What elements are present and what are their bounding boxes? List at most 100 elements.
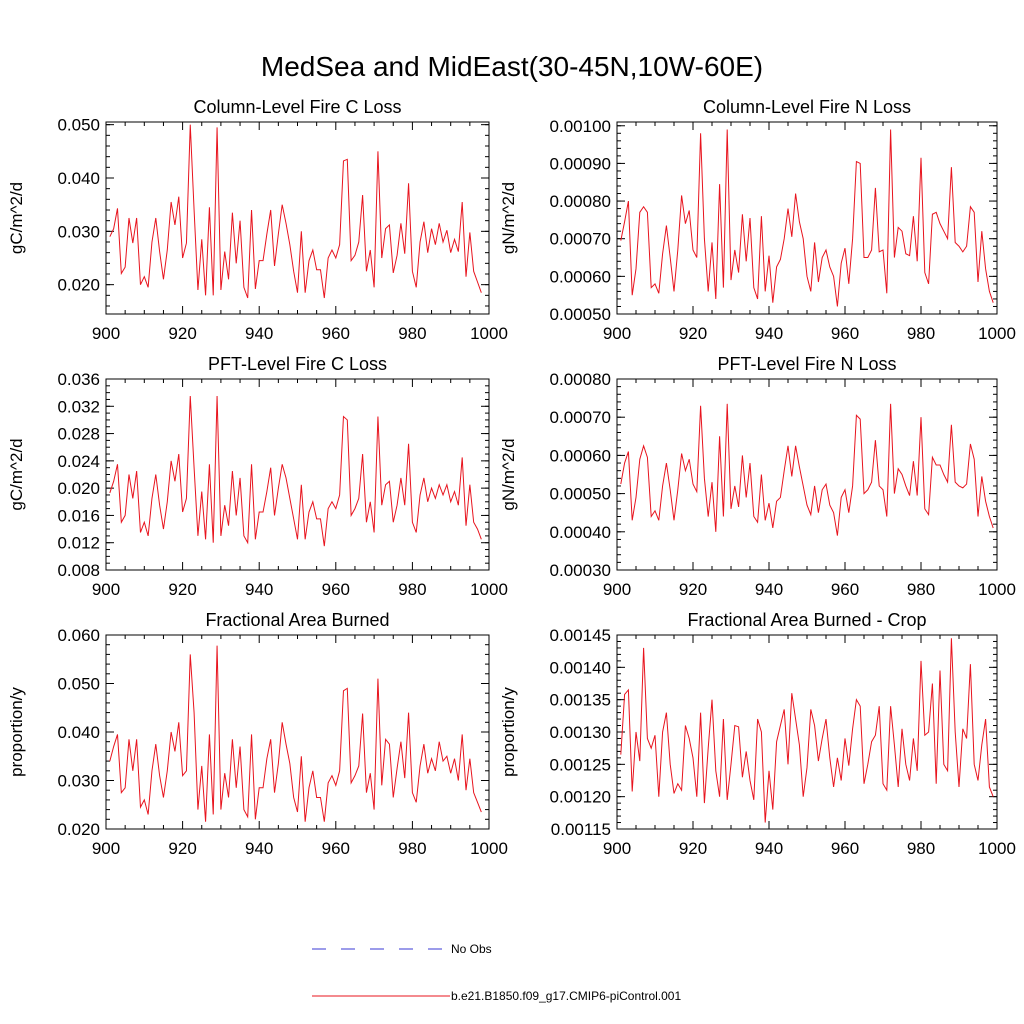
y-tick-label: 0.030 [57,772,100,791]
series-line [109,645,482,822]
series-line [109,124,482,299]
series-line [620,638,994,823]
series-line [620,403,994,536]
y-tick-label: 0.032 [57,397,100,416]
series-line [109,396,482,547]
y-tick-label: 0.040 [57,723,100,742]
y-axis-label: gN/m^2/d [499,438,518,510]
x-tick-label: 900 [603,580,631,599]
y-tick-label: 0.00080 [550,370,611,389]
panel-title: Fractional Area Burned [205,610,389,630]
y-tick-label: 0.00070 [550,408,611,427]
x-tick-label: 900 [603,324,631,343]
x-tick-label: 980 [398,580,426,599]
y-axis-label: proportion/y [7,687,26,777]
y-tick-label: 0.00140 [550,658,611,677]
x-tick-label: 980 [907,580,935,599]
x-tick-label: 980 [398,839,426,858]
y-tick-label: 0.050 [57,675,100,694]
x-tick-label: 1000 [978,839,1016,858]
y-tick-label: 0.020 [57,479,100,498]
y-tick-label: 0.024 [57,452,100,471]
panel-title: Column-Level Fire C Loss [193,97,401,117]
x-tick-label: 920 [168,324,196,343]
y-axis-label: gC/m^2/d [7,182,26,254]
x-tick-label: 900 [603,839,631,858]
y-tick-label: 0.012 [57,534,100,553]
panel-2: 900 920 940 960 980 1000 0.00050 0.00060 0.00070… [499,97,1016,343]
legend-item-run: b.e21.B1850.f09_g17.CMIP6-piControl.001 [312,989,681,1003]
y-tick-label: 0.00100 [550,117,611,136]
panels: 900 920 940 960 980 1000 0.020 0.030 0.040 0.050 g… [7,97,1016,858]
x-tick-label: 1000 [470,580,508,599]
plot-frame [105,378,490,571]
x-tick-label: 900 [92,580,120,599]
panel-3: 900 920 940 960 980 1000 0.008 0.012 0.016 0.020 0… [7,354,508,599]
y-tick-label: 0.028 [57,425,100,444]
y-tick-label: 0.016 [57,506,100,525]
series-line [620,129,994,307]
legend-label-no-obs: No Obs [451,942,492,956]
x-tick-label: 1000 [470,324,508,343]
x-tick-label: 920 [679,839,707,858]
panel-5: 900 920 940 960 980 1000 0.020 0.030 0.040 0.050 0… [7,610,508,858]
x-tick-label: 940 [245,839,273,858]
y-tick-label: 0.00090 [550,154,611,173]
panel-title: PFT-Level Fire C Loss [208,354,387,374]
x-tick-label: 940 [755,580,783,599]
panel-title: Column-Level Fire N Loss [703,97,911,117]
x-tick-label: 980 [398,324,426,343]
x-tick-label: 920 [168,839,196,858]
plot-frame [616,121,998,315]
x-tick-label: 980 [907,324,935,343]
y-tick-label: 0.036 [57,370,100,389]
x-tick-label: 960 [831,324,859,343]
y-tick-label: 0.00050 [550,485,611,504]
y-tick-label: 0.030 [57,222,100,241]
y-tick-label: 0.020 [57,820,100,839]
x-tick-label: 960 [831,580,859,599]
x-tick-label: 1000 [978,580,1016,599]
panel-title: Fractional Area Burned - Crop [687,610,926,630]
x-tick-label: 960 [322,324,350,343]
y-tick-label: 0.00080 [550,192,611,211]
plot-frame [616,378,998,571]
plot-frame [616,634,998,830]
y-axis-label: gC/m^2/d [7,438,26,510]
y-tick-label: 0.008 [57,561,100,580]
x-tick-label: 920 [168,580,196,599]
y-tick-label: 0.060 [57,626,100,645]
x-tick-label: 960 [322,839,350,858]
x-tick-label: 1000 [978,324,1016,343]
y-tick-label: 0.00050 [550,305,611,324]
legend-label-run: b.e21.B1850.f09_g17.CMIP6-piControl.001 [451,989,681,1003]
x-tick-label: 900 [92,839,120,858]
y-tick-label: 0.00125 [550,755,611,774]
legend: No Obs b.e21.B1850.f09_g17.CMIP6-piContr… [312,942,681,1003]
plot-frame [105,634,490,830]
x-tick-label: 920 [679,324,707,343]
y-tick-label: 0.00060 [550,267,611,286]
y-axis-label: proportion/y [499,687,518,777]
y-tick-label: 0.050 [57,116,100,135]
y-axis-label: gN/m^2/d [499,182,518,254]
y-tick-label: 0.00120 [550,788,611,807]
y-tick-label: 0.00040 [550,523,611,542]
y-tick-label: 0.00070 [550,230,611,249]
y-tick-label: 0.00030 [550,561,611,580]
x-tick-label: 940 [755,839,783,858]
x-tick-label: 1000 [470,839,508,858]
panel-4: 900 920 940 960 980 1000 0.00030 0.00040 0.00050… [499,354,1016,599]
y-tick-label: 0.020 [57,276,100,295]
x-tick-label: 940 [245,580,273,599]
x-tick-label: 960 [322,580,350,599]
legend-item-no-obs: No Obs [312,942,492,956]
x-tick-label: 940 [245,324,273,343]
y-tick-label: 0.00060 [550,446,611,465]
y-tick-label: 0.00115 [551,820,611,839]
x-tick-label: 920 [679,580,707,599]
y-tick-label: 0.040 [57,169,100,188]
x-tick-label: 960 [831,839,859,858]
y-tick-label: 0.00130 [550,723,611,742]
